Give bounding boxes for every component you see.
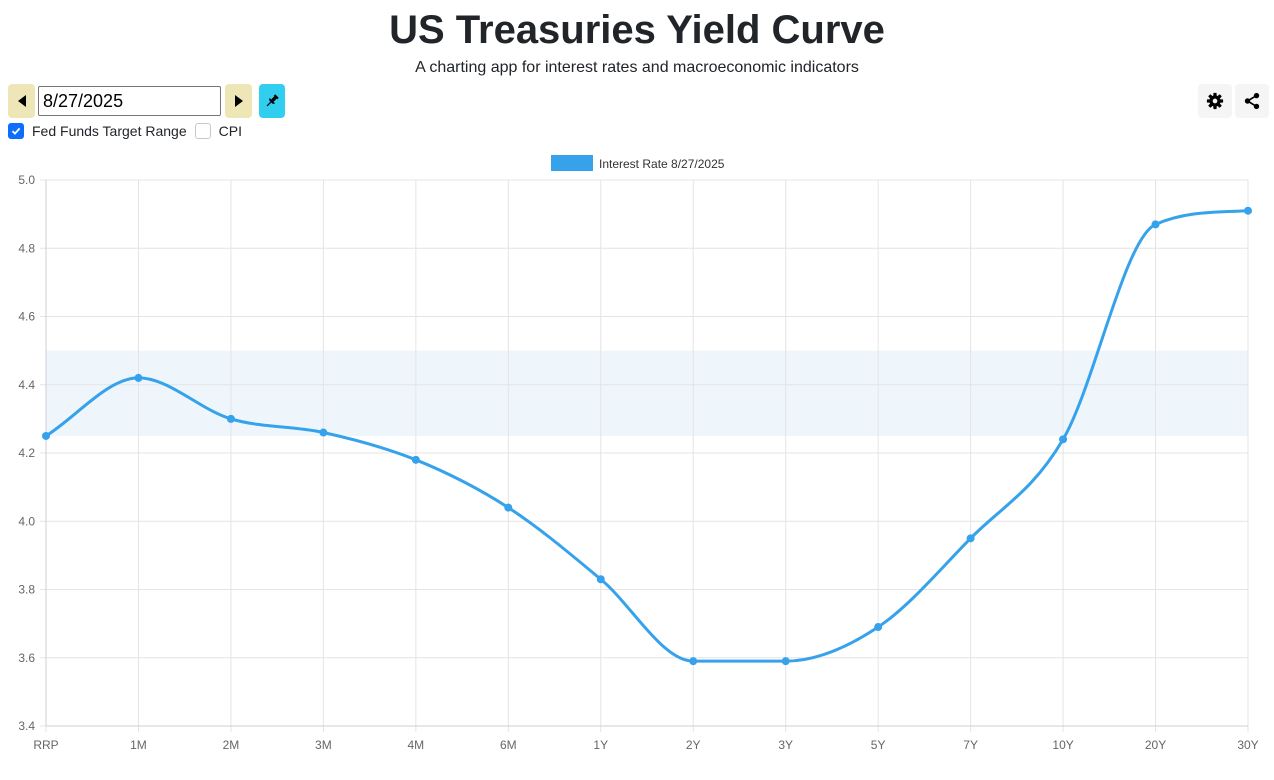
data-point (226, 414, 235, 423)
data-point (42, 431, 50, 440)
pin-button[interactable] (259, 84, 285, 118)
y-tick-label: 4.0 (18, 514, 35, 528)
triangle-right-icon (234, 95, 243, 107)
checkmark-icon (11, 127, 21, 135)
x-tick-label: 3Y (778, 738, 793, 752)
cpi-label: CPI (218, 123, 242, 139)
data-point (411, 455, 420, 464)
x-tick-label: 5Y (871, 738, 886, 752)
y-tick-label: 3.8 (18, 583, 35, 597)
share-icon (1244, 92, 1260, 110)
date-input[interactable] (38, 86, 221, 116)
x-tick-label: 2Y (686, 738, 701, 752)
data-point (319, 428, 328, 437)
page-subtitle: A charting app for interest rates and ma… (415, 59, 859, 76)
gear-icon (1206, 92, 1224, 110)
cpi-checkbox[interactable] (194, 123, 211, 139)
settings-button[interactable] (1198, 84, 1232, 118)
x-tick-label: RRP (33, 738, 58, 752)
data-point (874, 623, 883, 632)
data-point (1059, 435, 1068, 444)
page-title: US Treasuries Yield Curve (389, 8, 885, 52)
x-tick-label: 1M (130, 738, 147, 752)
fed-funds-label: Fed Funds Target Range (32, 123, 187, 139)
x-tick-label: 6M (500, 738, 517, 752)
y-tick-label: 4.2 (18, 446, 35, 460)
data-point (134, 373, 143, 382)
y-tick-label: 3.6 (18, 651, 35, 665)
x-tick-label: 10Y (1052, 738, 1073, 752)
legend-swatch (551, 155, 593, 171)
triangle-left-icon (17, 95, 26, 107)
x-tick-label: 20Y (1145, 738, 1166, 752)
data-point (689, 657, 698, 666)
x-tick-label: 1Y (593, 738, 608, 752)
data-point (781, 657, 790, 666)
overlay-options: Fed Funds Target Range CPI (8, 121, 250, 141)
data-point (504, 503, 513, 512)
y-tick-label: 5.0 (18, 173, 35, 187)
y-tick-label: 4.6 (18, 310, 35, 324)
data-point (1244, 206, 1252, 215)
previous-date-button[interactable] (8, 84, 35, 118)
x-tick-label: 30Y (1237, 738, 1258, 752)
y-tick-label: 4.8 (18, 241, 35, 255)
y-tick-label: 4.4 (18, 378, 35, 392)
next-date-button[interactable] (225, 84, 252, 118)
pin-icon (266, 94, 279, 107)
data-point (596, 575, 605, 584)
x-tick-label: 3M (315, 738, 332, 752)
fed-funds-band (46, 350, 1248, 436)
data-point (966, 534, 975, 543)
x-tick-label: 7Y (963, 738, 978, 752)
fed-funds-checkbox[interactable] (8, 123, 24, 139)
y-tick-label: 3.4 (18, 719, 35, 733)
x-tick-label: 4M (408, 738, 425, 752)
yield-curve-chart: 3.4 3.6 3.8 4.0 4.2 4.4 4.6 4.8 5.0 RRP 1M 2M 3M 4M 6M… (18, 155, 1259, 752)
share-button[interactable] (1235, 84, 1269, 118)
data-point (1151, 220, 1160, 229)
x-tick-label: 2M (223, 738, 240, 752)
legend-label: Interest Rate 8/27/2025 (599, 157, 725, 171)
